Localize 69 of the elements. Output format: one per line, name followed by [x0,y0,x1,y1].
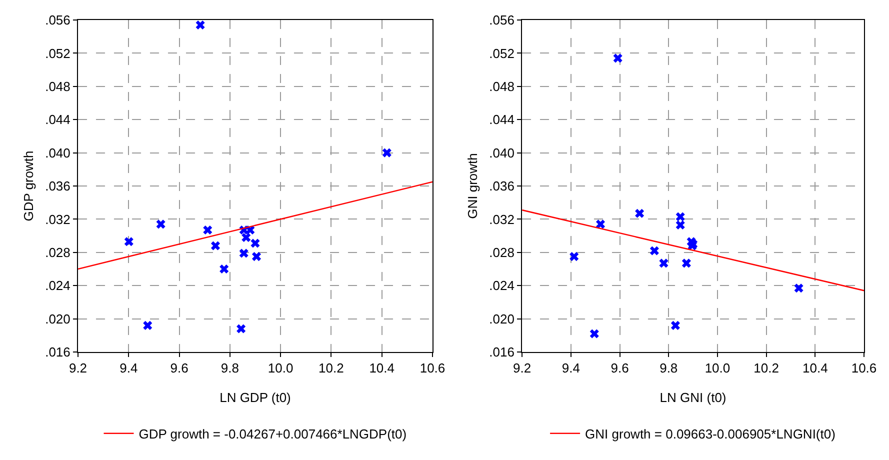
y-tick-label: .024 [45,278,70,294]
y-tick-label: .052 [489,46,514,61]
y-tick-label: .048 [489,78,514,94]
x-tick-label: 10.0 [268,360,294,376]
point [242,232,251,242]
point [220,264,229,274]
x-tick-label: 9.6 [610,360,629,376]
y-tick-label: .016 [489,344,514,360]
y-tick-label: .028 [489,244,514,260]
y-tick-label: .028 [45,244,70,260]
legend-label: GNI growth = 0.09663-0.006905*LNGNI(t0) [585,426,836,442]
point [250,238,260,248]
point [196,20,205,30]
y-axis-title: GDP growth [21,150,36,222]
x-axis-title: LN GDP (t0) [220,390,291,406]
y-tick-label: .044 [45,112,70,128]
point [794,284,804,293]
point [124,237,134,246]
x-tick-label: 10.0 [704,360,730,376]
point [676,212,685,222]
y-tick-label: .036 [489,178,514,194]
point [252,252,262,262]
point [596,220,606,229]
y-axis-title: GNI growth [465,153,480,219]
point [670,320,680,330]
x-tick-label: 10.4 [369,360,395,376]
x-tick-label: 9.4 [562,360,580,376]
x-tick-label: 9.8 [220,360,239,376]
point [382,148,392,158]
point [203,225,212,235]
x-tick-label: 10.4 [802,360,828,376]
point [570,252,579,262]
x-tick-label: 9.6 [170,360,188,376]
point [590,329,599,338]
x-tick-label: 10.6 [420,360,446,376]
y-tick-label: .020 [489,311,514,326]
point [210,241,220,250]
y-tick-label: .040 [489,145,514,160]
x-tick-label: 9.2 [513,360,532,376]
x-tick-label: 10.2 [754,360,779,376]
point [676,220,685,230]
x-tick-label: 10.6 [851,360,877,376]
y-tick-label: .016 [45,344,70,360]
point [650,246,659,256]
point [143,320,152,330]
y-tick-label: .024 [489,278,514,294]
point [239,248,248,258]
point [613,54,622,63]
point [156,220,166,229]
point [659,258,668,268]
y-tick-label: .020 [45,311,70,326]
y-tick-label: .056 [489,12,514,28]
x-tick-label: 9.4 [120,360,138,376]
y-tick-label: .048 [45,78,70,94]
y-tick-label: .056 [45,12,70,28]
x-tick-label: 9.8 [660,360,678,376]
y-tick-label: .032 [45,212,70,227]
point [236,324,246,334]
point [635,208,644,218]
y-tick-label: .036 [45,178,70,194]
x-tick-label: 9.2 [68,360,88,376]
y-tick-label: .040 [45,145,70,160]
y-tick-label: .032 [489,212,514,227]
point [682,258,691,268]
x-axis-title: LN GNI (t0) [660,390,726,406]
y-tick-label: .044 [489,112,514,128]
legend-label: GDP growth = -0.04267+0.007466*LNGDP(t0) [138,426,407,442]
x-tick-label: 10.2 [318,360,344,376]
y-tick-label: .052 [45,46,70,61]
